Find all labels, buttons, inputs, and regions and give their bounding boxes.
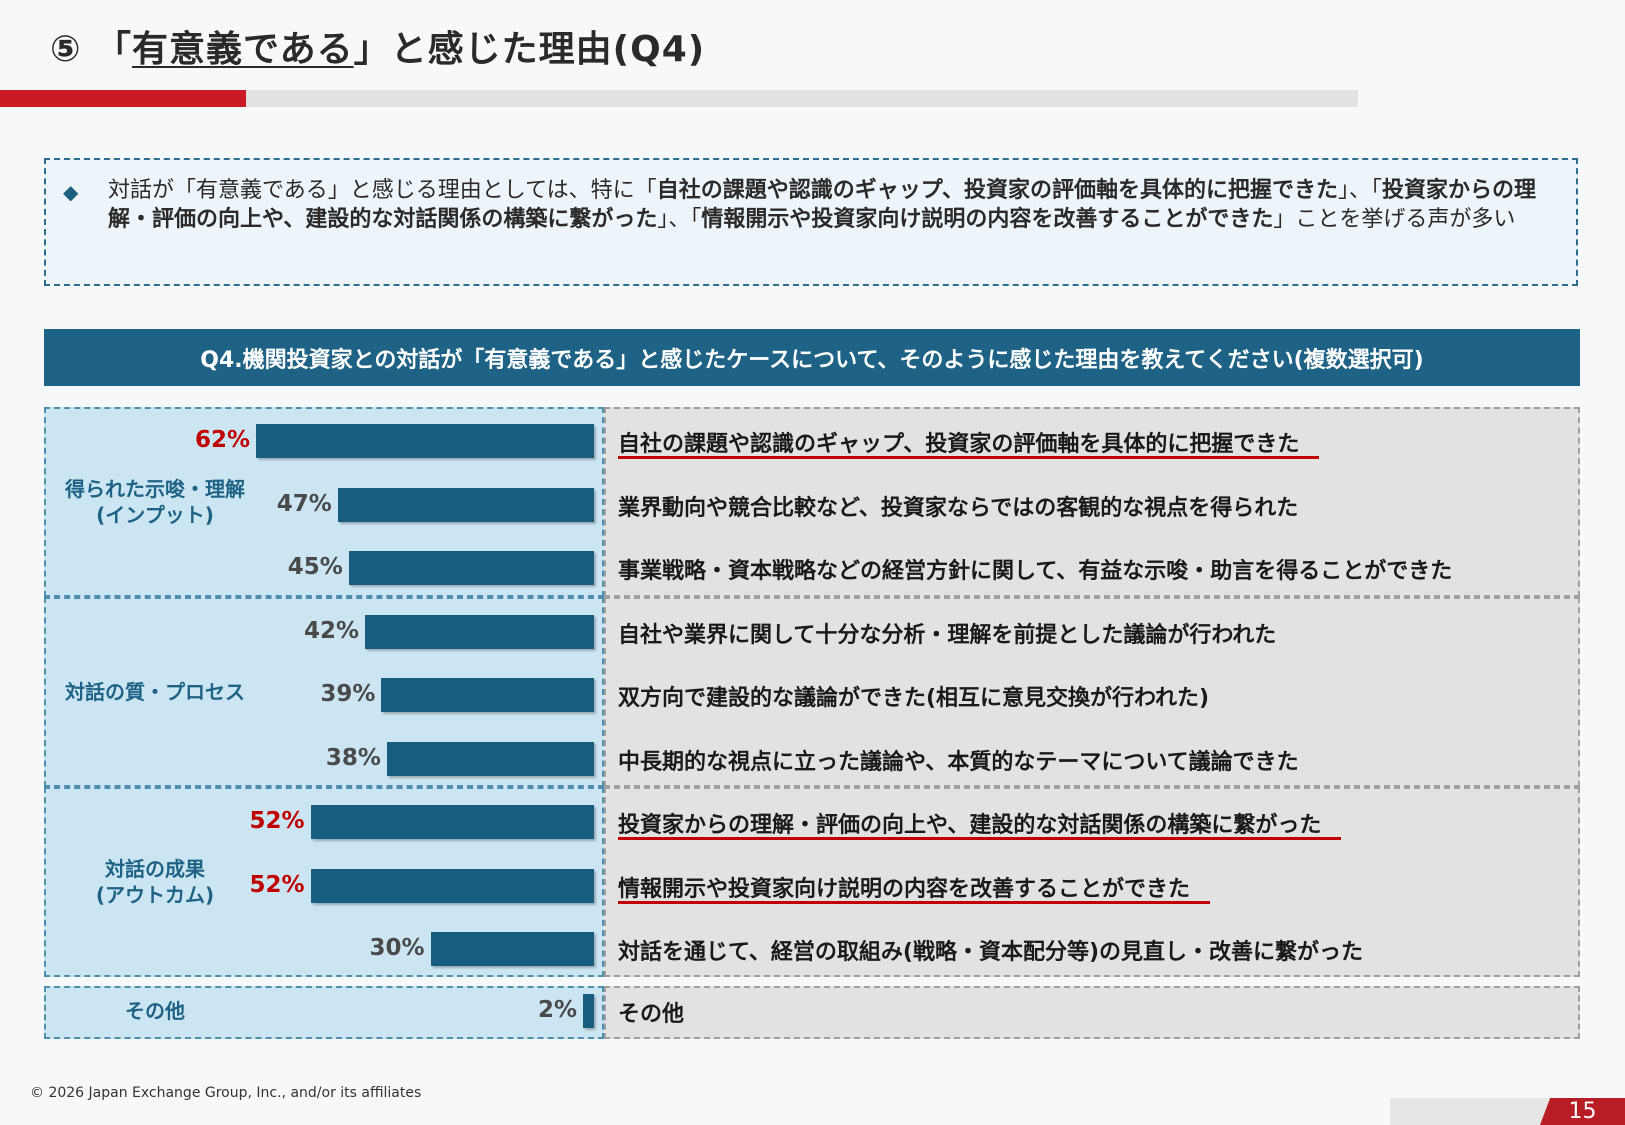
group-label: 対話の質・プロセス xyxy=(65,680,245,704)
page-number: 15 xyxy=(1540,1098,1625,1125)
category-label: 業界動向や競合比較など、投資家ならではの客観的な視点を得られた xyxy=(618,495,1299,521)
category-label: 自社や業界に関して十分な分析・理解を前提とした議論が行われた xyxy=(618,622,1277,648)
bar-value-label: 39% xyxy=(320,681,376,707)
group-label: 得られた示唆・理解 (インプット) xyxy=(65,477,245,527)
bar-3 xyxy=(348,551,594,585)
group-right-panel xyxy=(604,787,1580,977)
title-band-red xyxy=(0,90,255,107)
group-label: その他 xyxy=(125,998,185,1023)
highlight-underline xyxy=(618,837,1342,840)
category-label: その他 xyxy=(618,1002,685,1027)
bar-4 xyxy=(365,614,594,649)
summary-text: 対話が「有意義である」と感じる理由としては、特に「自社の課題や認識のギャップ、投… xyxy=(108,178,1537,232)
copyright: © 2026 Japan Exchange Group, Inc., and/o… xyxy=(30,1085,422,1101)
group-right-panel xyxy=(604,986,1580,1039)
group-right-panel xyxy=(604,597,1580,787)
page-title: ⑤ 「有意義である」と感じた理由(Q4) xyxy=(50,29,706,70)
category-label: 対話を通じて、経営の取組み(戦略・資本配分等)の見直し・改善に繋がった xyxy=(618,940,1364,965)
bar-value-label: 38% xyxy=(325,744,381,771)
category-label: 中長期的な視点に立った議論や、本質的なテーマについて議論できた xyxy=(618,749,1299,775)
bar-5 xyxy=(381,678,594,712)
category-label: 投資家からの理解・評価の向上や、建設的な対話関係の構築に繋がった xyxy=(618,813,1322,838)
highlight-underline xyxy=(618,900,1211,904)
diamond-bullet-icon: ◆ xyxy=(63,180,79,204)
category-label: 双方向で建設的な議論ができた(相互に意見交換が行われた) xyxy=(618,686,1210,711)
bar-7 xyxy=(310,805,594,839)
bar-value-label: 52% xyxy=(249,871,305,898)
bar-value-label: 52% xyxy=(249,808,305,834)
category-label: 自社の課題や認識のギャップ、投資家の評価軸を具体的に把握できた xyxy=(618,432,1300,457)
bar-8 xyxy=(310,868,594,903)
category-label: 情報開示や投資家向け説明の内容を改善することができた xyxy=(618,876,1191,902)
bar-value-label: 42% xyxy=(304,617,360,644)
bar-10 xyxy=(583,994,594,1028)
bar-6 xyxy=(386,741,594,776)
question-header: Q4.機関投資家との対話が「有意義である」と感じたケースについて、そのように感じ… xyxy=(44,329,1580,386)
bar-value-label: 45% xyxy=(287,554,343,580)
bar-value-label: 62% xyxy=(195,427,251,453)
bar-value-label: 2% xyxy=(538,997,578,1023)
bar-1 xyxy=(256,424,594,458)
highlight-underline xyxy=(618,456,1320,459)
summary-box: ◆ 対話が「有意義である」と感じる理由としては、特に「自社の課題や認識のギャップ… xyxy=(44,158,1578,286)
category-label: 事業戦略・資本戦略などの経営方針に関して、有益な示唆・助言を得ることができた xyxy=(618,559,1453,584)
bar-9 xyxy=(430,932,594,966)
title-band-gray xyxy=(246,90,1358,107)
title-underlined: 有意義である xyxy=(132,29,354,70)
bar-2 xyxy=(337,487,594,522)
group-label: 対話の成果 (アウトカム) xyxy=(95,857,215,907)
group-right-panel xyxy=(604,407,1580,597)
bar-value-label: 30% xyxy=(369,935,425,961)
group-left-panel xyxy=(44,986,604,1039)
bar-value-label: 47% xyxy=(276,490,332,517)
